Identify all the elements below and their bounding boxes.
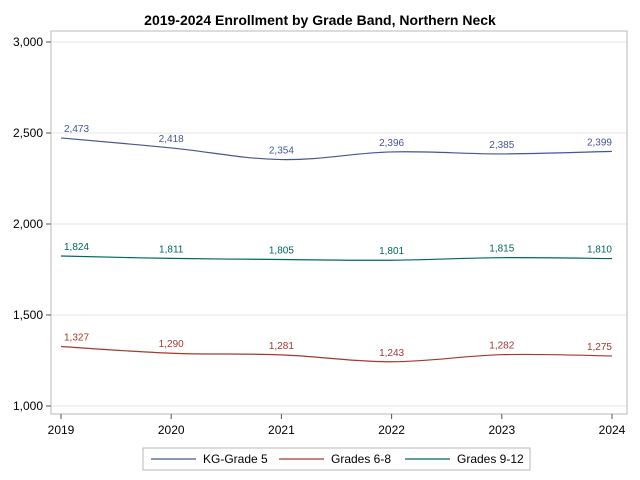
legend-label: Grades 6-8 bbox=[331, 452, 391, 466]
data-label: 1,243 bbox=[379, 348, 404, 359]
data-label: 1,282 bbox=[489, 341, 514, 352]
y-axis: 1,000 1,500 2,000 2,500 3,000 bbox=[13, 35, 51, 413]
legend-label: KG-Grade 5 bbox=[203, 452, 268, 466]
data-label: 2,385 bbox=[489, 140, 514, 151]
data-label: 1,290 bbox=[159, 339, 184, 350]
data-label: 1,805 bbox=[269, 245, 294, 256]
y-tick-label: 3,000 bbox=[13, 35, 43, 49]
data-label: 1,810 bbox=[587, 245, 612, 256]
data-label: 1,801 bbox=[379, 246, 404, 257]
data-label: 1,824 bbox=[64, 242, 89, 253]
data-label: 2,396 bbox=[379, 138, 404, 149]
data-label: 2,473 bbox=[64, 124, 89, 135]
legend: KG-Grade 5 Grades 6-8 Grades 9-12 bbox=[142, 447, 531, 471]
x-tick-label: 2021 bbox=[268, 423, 295, 437]
x-axis: 2019 2020 2021 2022 2023 2024 bbox=[48, 414, 626, 437]
series-line bbox=[60, 345, 613, 363]
series-grades-9-12: 1,824 1,811 1,805 1,801 1,815 1,810 bbox=[60, 242, 613, 261]
legend-frame bbox=[142, 447, 531, 471]
x-tick-label: 2019 bbox=[48, 423, 75, 437]
y-tick-label: 2,000 bbox=[13, 217, 43, 231]
chart-title: 2019-2024 Enrollment by Grade Band, Nort… bbox=[144, 12, 496, 28]
x-tick-label: 2024 bbox=[599, 423, 626, 437]
data-label: 1,811 bbox=[159, 244, 184, 255]
data-label: 1,281 bbox=[269, 341, 294, 352]
data-label: 2,418 bbox=[159, 134, 184, 145]
grid-lines bbox=[52, 41, 627, 407]
legend-label: Grades 9-12 bbox=[457, 452, 524, 466]
data-label: 1,275 bbox=[587, 342, 612, 353]
data-label: 1,327 bbox=[64, 332, 89, 343]
plot-area-frame bbox=[50, 30, 628, 415]
x-tick-label: 2022 bbox=[378, 423, 405, 437]
y-tick-label: 1,000 bbox=[13, 399, 43, 413]
series-grades-6-8: 1,327 1,290 1,281 1,243 1,282 1,275 bbox=[60, 332, 613, 363]
data-label: 2,399 bbox=[587, 137, 612, 148]
series-kg-grade-5: 2,473 2,418 2,354 2,396 2,385 2,399 bbox=[60, 124, 613, 161]
series-line bbox=[60, 137, 613, 161]
data-label: 2,354 bbox=[269, 146, 294, 157]
x-tick-label: 2023 bbox=[488, 423, 515, 437]
y-tick-label: 1,500 bbox=[13, 308, 43, 322]
series-layer: 2,473 2,418 2,354 2,396 2,385 2,399 1,327 1,290… bbox=[60, 124, 613, 363]
y-tick-label: 2,500 bbox=[13, 126, 43, 140]
series-line bbox=[60, 255, 613, 261]
data-label: 1,815 bbox=[489, 244, 514, 255]
x-tick-label: 2020 bbox=[158, 423, 185, 437]
